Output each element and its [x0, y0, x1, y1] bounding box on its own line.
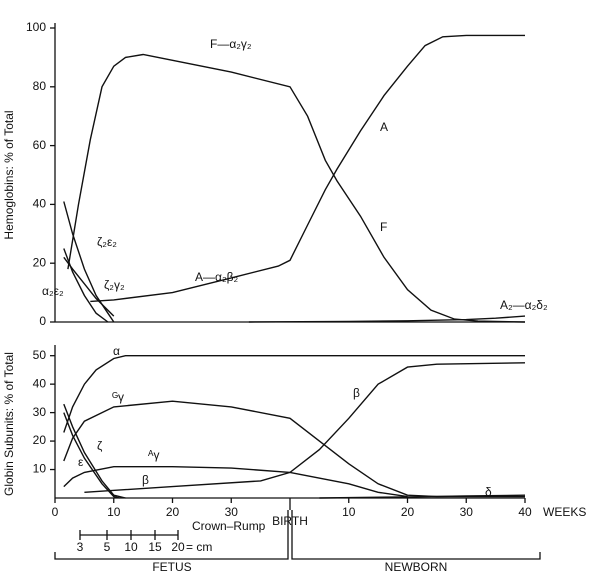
x-tick-label: 30 — [460, 505, 474, 519]
curve — [63, 466, 408, 498]
curve — [248, 315, 526, 323]
curve — [63, 403, 126, 499]
curve-label: A₂—α₂δ₂ — [500, 298, 548, 312]
period-label: FETUS — [152, 560, 191, 574]
y-tick-label: 100 — [26, 20, 46, 34]
crown-rump-tick-label: 10 — [124, 540, 138, 554]
x-tick-label: 10 — [342, 505, 356, 519]
curve-label: A—α₂β₂ — [195, 270, 239, 284]
curve-label: α — [113, 344, 120, 358]
crown-rump-tick-label: 3 — [77, 540, 84, 554]
y-axis-label: Globin Subunits: % of Total — [2, 352, 16, 496]
y-tick-label: 20 — [33, 255, 47, 269]
x-tick-label: 20 — [401, 505, 415, 519]
x-axis-label: WEEKS — [543, 505, 586, 519]
curve — [63, 248, 109, 323]
y-tick-label: 40 — [33, 197, 47, 211]
curve-label: ᴳγ — [112, 390, 124, 404]
newborn-bracket — [291, 510, 541, 560]
curve-label: ζ₂γ₂ — [104, 278, 125, 292]
x-tick-label: 20 — [166, 505, 180, 519]
x-tick-label: 10 — [107, 505, 121, 519]
curve — [63, 355, 525, 433]
curve — [90, 34, 525, 303]
annotation: β — [353, 386, 360, 400]
y-tick-label: 80 — [33, 79, 47, 93]
y-tick-label: 0 — [39, 314, 46, 328]
curve-label: F—α₂γ₂ — [210, 37, 252, 51]
y-tick-label: 60 — [33, 138, 47, 152]
annotation: A — [380, 120, 388, 134]
period-label: NEWBORN — [385, 560, 448, 574]
curve-label: β — [142, 473, 149, 487]
x-tick-label: 30 — [225, 505, 239, 519]
x-tick-label: BIRTH — [272, 514, 308, 528]
curve-label: ᴬγ — [147, 448, 159, 462]
curve-label: δ — [485, 485, 492, 499]
y-tick-label: 30 — [33, 405, 47, 419]
curve — [319, 494, 526, 499]
curve-label: α₂ε₂ — [42, 284, 64, 298]
curve — [84, 362, 526, 493]
crown-rump-tick-label: 15 — [148, 540, 162, 554]
fetus-bracket — [54, 510, 289, 560]
y-tick-label: 10 — [33, 462, 47, 476]
crown-rump-label: Crown–Rump — [192, 519, 266, 533]
y-axis-label: Hemoglobins: % of Total — [2, 110, 16, 239]
crown-rump-unit: = cm — [186, 540, 212, 554]
x-tick-label: 0 — [52, 505, 59, 519]
crown-rump-tick-label: 5 — [104, 540, 111, 554]
y-tick-label: 40 — [33, 376, 47, 390]
annotation: F — [380, 220, 387, 234]
curve — [63, 201, 115, 323]
y-tick-label: 20 — [33, 433, 47, 447]
curve-label: ζ — [97, 439, 103, 453]
curve-label: ζ₂ε₂ — [97, 235, 117, 249]
curve-label: ε — [78, 455, 84, 469]
curve — [67, 53, 526, 323]
y-tick-label: 50 — [33, 348, 47, 362]
crown-rump-tick-label: 20 — [171, 540, 185, 554]
x-tick-label: 40 — [518, 505, 532, 519]
curve — [63, 400, 525, 498]
curve — [63, 412, 120, 499]
